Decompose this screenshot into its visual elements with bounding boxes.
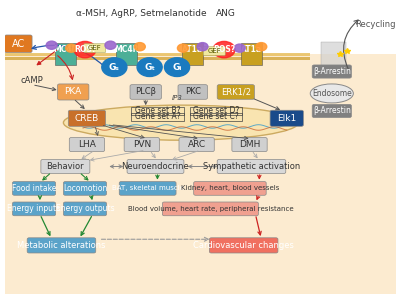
Bar: [5, 53, 310, 56]
FancyBboxPatch shape: [69, 137, 105, 152]
Circle shape: [256, 42, 267, 51]
Text: Gene set C?: Gene set C?: [193, 112, 239, 121]
FancyBboxPatch shape: [12, 202, 56, 216]
Text: Gene set B?: Gene set B?: [135, 106, 180, 115]
Circle shape: [177, 44, 188, 52]
FancyBboxPatch shape: [63, 181, 107, 195]
Circle shape: [102, 58, 127, 76]
Circle shape: [105, 41, 116, 49]
FancyBboxPatch shape: [124, 137, 160, 152]
Text: BAT, skeletal muscle: BAT, skeletal muscle: [111, 186, 184, 191]
Text: PVN: PVN: [133, 140, 151, 149]
Text: Kidney, heart, blood vessels: Kidney, heart, blood vessels: [181, 186, 279, 191]
Text: Sympathetic activation: Sympathetic activation: [203, 162, 300, 171]
Text: CREB: CREB: [75, 114, 99, 123]
Text: Endosome: Endosome: [312, 89, 352, 98]
Text: ROS?: ROS?: [213, 45, 235, 54]
FancyBboxPatch shape: [312, 65, 351, 78]
FancyBboxPatch shape: [5, 54, 397, 294]
FancyBboxPatch shape: [178, 85, 207, 99]
Ellipse shape: [310, 84, 353, 103]
FancyBboxPatch shape: [241, 43, 262, 65]
FancyBboxPatch shape: [182, 43, 203, 65]
Text: ARC: ARC: [188, 140, 206, 149]
Circle shape: [197, 42, 208, 51]
Text: PKA: PKA: [65, 88, 82, 96]
Text: IP3: IP3: [172, 95, 182, 101]
FancyBboxPatch shape: [312, 104, 351, 117]
Text: Gene set D?: Gene set D?: [193, 106, 239, 115]
FancyBboxPatch shape: [270, 110, 304, 126]
Text: ERK1/2: ERK1/2: [221, 88, 251, 96]
Circle shape: [66, 44, 77, 52]
Text: MC4R: MC4R: [53, 45, 78, 54]
FancyBboxPatch shape: [209, 238, 278, 253]
FancyBboxPatch shape: [119, 181, 176, 195]
FancyBboxPatch shape: [203, 47, 225, 55]
Text: Gene set A?: Gene set A?: [135, 112, 180, 121]
Circle shape: [164, 58, 190, 76]
Text: DMH: DMH: [239, 140, 260, 149]
Text: PKC: PKC: [185, 88, 201, 96]
Text: AC: AC: [12, 39, 25, 49]
FancyBboxPatch shape: [57, 84, 89, 100]
Circle shape: [234, 44, 245, 52]
FancyBboxPatch shape: [130, 85, 161, 99]
FancyBboxPatch shape: [84, 44, 106, 53]
Text: ANG: ANG: [216, 9, 236, 18]
Text: β-Arrestin: β-Arrestin: [313, 106, 351, 115]
FancyBboxPatch shape: [115, 43, 137, 65]
FancyBboxPatch shape: [63, 202, 107, 216]
FancyBboxPatch shape: [321, 42, 346, 66]
FancyBboxPatch shape: [5, 35, 32, 53]
Text: Blood volume, heart rate, peripheral resistance: Blood volume, heart rate, peripheral res…: [128, 206, 293, 212]
Text: ROS?: ROS?: [74, 45, 96, 54]
FancyBboxPatch shape: [179, 137, 214, 152]
Bar: [5, 57, 310, 60]
Text: MC4R: MC4R: [114, 45, 138, 54]
Text: Gₜ: Gₜ: [144, 63, 155, 72]
FancyBboxPatch shape: [217, 85, 254, 99]
Text: Locomotion: Locomotion: [63, 184, 107, 193]
FancyBboxPatch shape: [27, 238, 96, 253]
FancyBboxPatch shape: [41, 160, 90, 173]
Text: Gᵢ: Gᵢ: [172, 63, 182, 72]
Text: cAMP: cAMP: [21, 76, 43, 85]
Text: GEF: GEF: [207, 48, 221, 54]
Circle shape: [46, 41, 57, 49]
Text: α-MSH, AgRP, Setmelanotide: α-MSH, AgRP, Setmelanotide: [77, 9, 207, 18]
Circle shape: [134, 42, 145, 51]
Text: AT1a: AT1a: [182, 45, 203, 54]
FancyBboxPatch shape: [194, 181, 266, 195]
Text: AT1a: AT1a: [241, 45, 262, 54]
Circle shape: [213, 41, 235, 58]
FancyBboxPatch shape: [127, 160, 184, 173]
Text: β-Arrestin: β-Arrestin: [313, 67, 351, 76]
FancyBboxPatch shape: [68, 110, 105, 126]
Text: Energy inputs: Energy inputs: [8, 204, 61, 213]
Text: Energy outputs: Energy outputs: [56, 204, 114, 213]
Circle shape: [74, 41, 96, 58]
Text: Recycling: Recycling: [354, 20, 395, 30]
Text: Elk1: Elk1: [277, 114, 296, 123]
Text: Cardiovascular changes: Cardiovascular changes: [193, 241, 294, 250]
FancyBboxPatch shape: [162, 202, 258, 216]
Ellipse shape: [63, 105, 298, 140]
Text: GEF: GEF: [88, 45, 101, 51]
Text: Metabolic alterations: Metabolic alterations: [17, 241, 106, 250]
FancyBboxPatch shape: [12, 181, 56, 195]
Text: Gₛ: Gₛ: [109, 63, 120, 72]
Text: Behavior: Behavior: [47, 162, 84, 171]
Text: Neuroendocrine: Neuroendocrine: [122, 162, 189, 171]
FancyBboxPatch shape: [55, 43, 76, 65]
Text: LHA: LHA: [78, 140, 96, 149]
Text: Food intake: Food intake: [12, 184, 56, 193]
Text: PLCβ: PLCβ: [135, 88, 156, 96]
Circle shape: [137, 58, 162, 76]
FancyBboxPatch shape: [217, 160, 286, 173]
FancyBboxPatch shape: [232, 137, 267, 152]
